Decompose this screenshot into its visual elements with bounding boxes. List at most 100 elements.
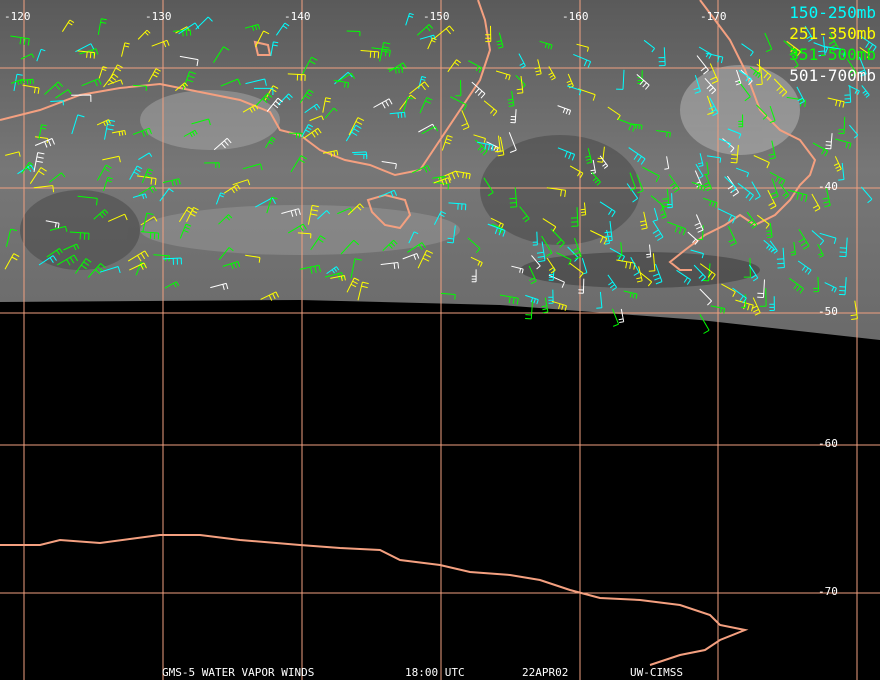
wind-barb [702, 263, 711, 282]
wind-barb [407, 242, 426, 253]
wind-barb [833, 156, 842, 172]
wind-barb [418, 76, 427, 90]
wind-barb [304, 127, 322, 139]
wind-barb [5, 228, 18, 247]
wind-barb [550, 228, 565, 248]
wind-barb [20, 53, 35, 60]
wind-barb [695, 163, 704, 179]
wind-barb [646, 244, 652, 258]
wind-barb [709, 63, 719, 84]
wind-barb [417, 249, 434, 269]
wind-barb [347, 203, 364, 216]
wind-barb [571, 237, 582, 260]
wind-barb [546, 187, 567, 197]
wind-barb [411, 164, 431, 174]
wind-barb [676, 269, 692, 285]
wind-barb [838, 116, 846, 134]
wind-barb [307, 204, 319, 225]
wind-barb [859, 47, 871, 59]
wind-barb [309, 115, 324, 122]
wind-barb [132, 193, 147, 200]
wind-barb [151, 39, 170, 48]
latitude-label: -50 [818, 305, 838, 318]
wind-barb [850, 300, 858, 320]
wind-barb [839, 237, 848, 258]
wind-barb [858, 56, 867, 77]
wind-barb [531, 255, 541, 270]
wind-barb [818, 36, 826, 57]
wind-barb [56, 254, 79, 266]
wind-barb [348, 117, 365, 136]
wind-barb [350, 258, 362, 279]
wind-barb [639, 271, 653, 287]
wind-barb [132, 127, 152, 137]
wind-barb [10, 78, 25, 86]
wind-barb [182, 71, 197, 90]
wind-barb [476, 141, 494, 151]
wind-barb [103, 73, 119, 88]
wind-barb [541, 297, 549, 314]
wind-barb [693, 74, 701, 94]
wind-barb [735, 69, 742, 86]
wind-barb [159, 188, 174, 202]
wind-barb [607, 274, 618, 291]
wind-barb [34, 138, 55, 148]
wind-barb [387, 67, 403, 74]
wind-barb [569, 165, 584, 178]
wind-barb [757, 279, 765, 298]
wind-barb [186, 206, 199, 223]
wind-barb [708, 97, 719, 117]
water-vapor-imagery [0, 0, 880, 340]
wind-barb [607, 106, 621, 121]
wind-barb [297, 232, 312, 239]
wind-barb [330, 275, 346, 282]
wind-barb [222, 261, 241, 270]
wind-barb [618, 308, 625, 323]
wind-barb [21, 161, 34, 174]
wind-barb [704, 174, 712, 192]
wind-barb [766, 222, 773, 239]
legend-entry: 501-700mb [789, 66, 876, 85]
wind-barb [626, 183, 639, 203]
wind-barb [195, 16, 213, 30]
wind-barb [104, 119, 116, 140]
wind-barb [741, 294, 747, 308]
wind-barb [260, 291, 280, 301]
wind-barb [433, 25, 455, 39]
wind-barb [474, 139, 488, 156]
wind-barb [727, 128, 742, 139]
latitude-label: -70 [818, 585, 838, 598]
wind-barb [798, 229, 810, 250]
wind-barb [421, 126, 439, 135]
wind-barb [22, 84, 40, 94]
wind-barb [433, 177, 451, 186]
wind-barb [763, 239, 775, 253]
wind-barb [499, 294, 519, 305]
wind-barb [653, 207, 659, 222]
wind-barb [138, 152, 153, 161]
wind-barb [585, 148, 593, 164]
wind-barb [629, 123, 643, 130]
wind-barb [642, 166, 660, 183]
wind-barb [324, 107, 338, 119]
wind-barb [623, 290, 638, 299]
wind-barb [768, 140, 776, 160]
wind-barb [13, 73, 23, 91]
wind-barb [578, 278, 585, 294]
wind-barb [427, 37, 437, 50]
wind-barb [402, 96, 414, 113]
wind-barb [577, 88, 596, 101]
wind-barb [628, 147, 646, 165]
wind-barb [541, 235, 553, 257]
wind-barb [557, 105, 572, 116]
wind-barb [96, 164, 112, 181]
wind-barb [179, 223, 192, 239]
wind-barb [694, 214, 704, 233]
wind-barb [490, 217, 504, 229]
wind-barb [75, 43, 95, 53]
wind-barb [737, 182, 754, 202]
wind-barb [270, 41, 279, 56]
footer-text: 22APR02 [522, 666, 568, 679]
wind-barb [281, 208, 301, 217]
wind-barb [210, 282, 229, 291]
